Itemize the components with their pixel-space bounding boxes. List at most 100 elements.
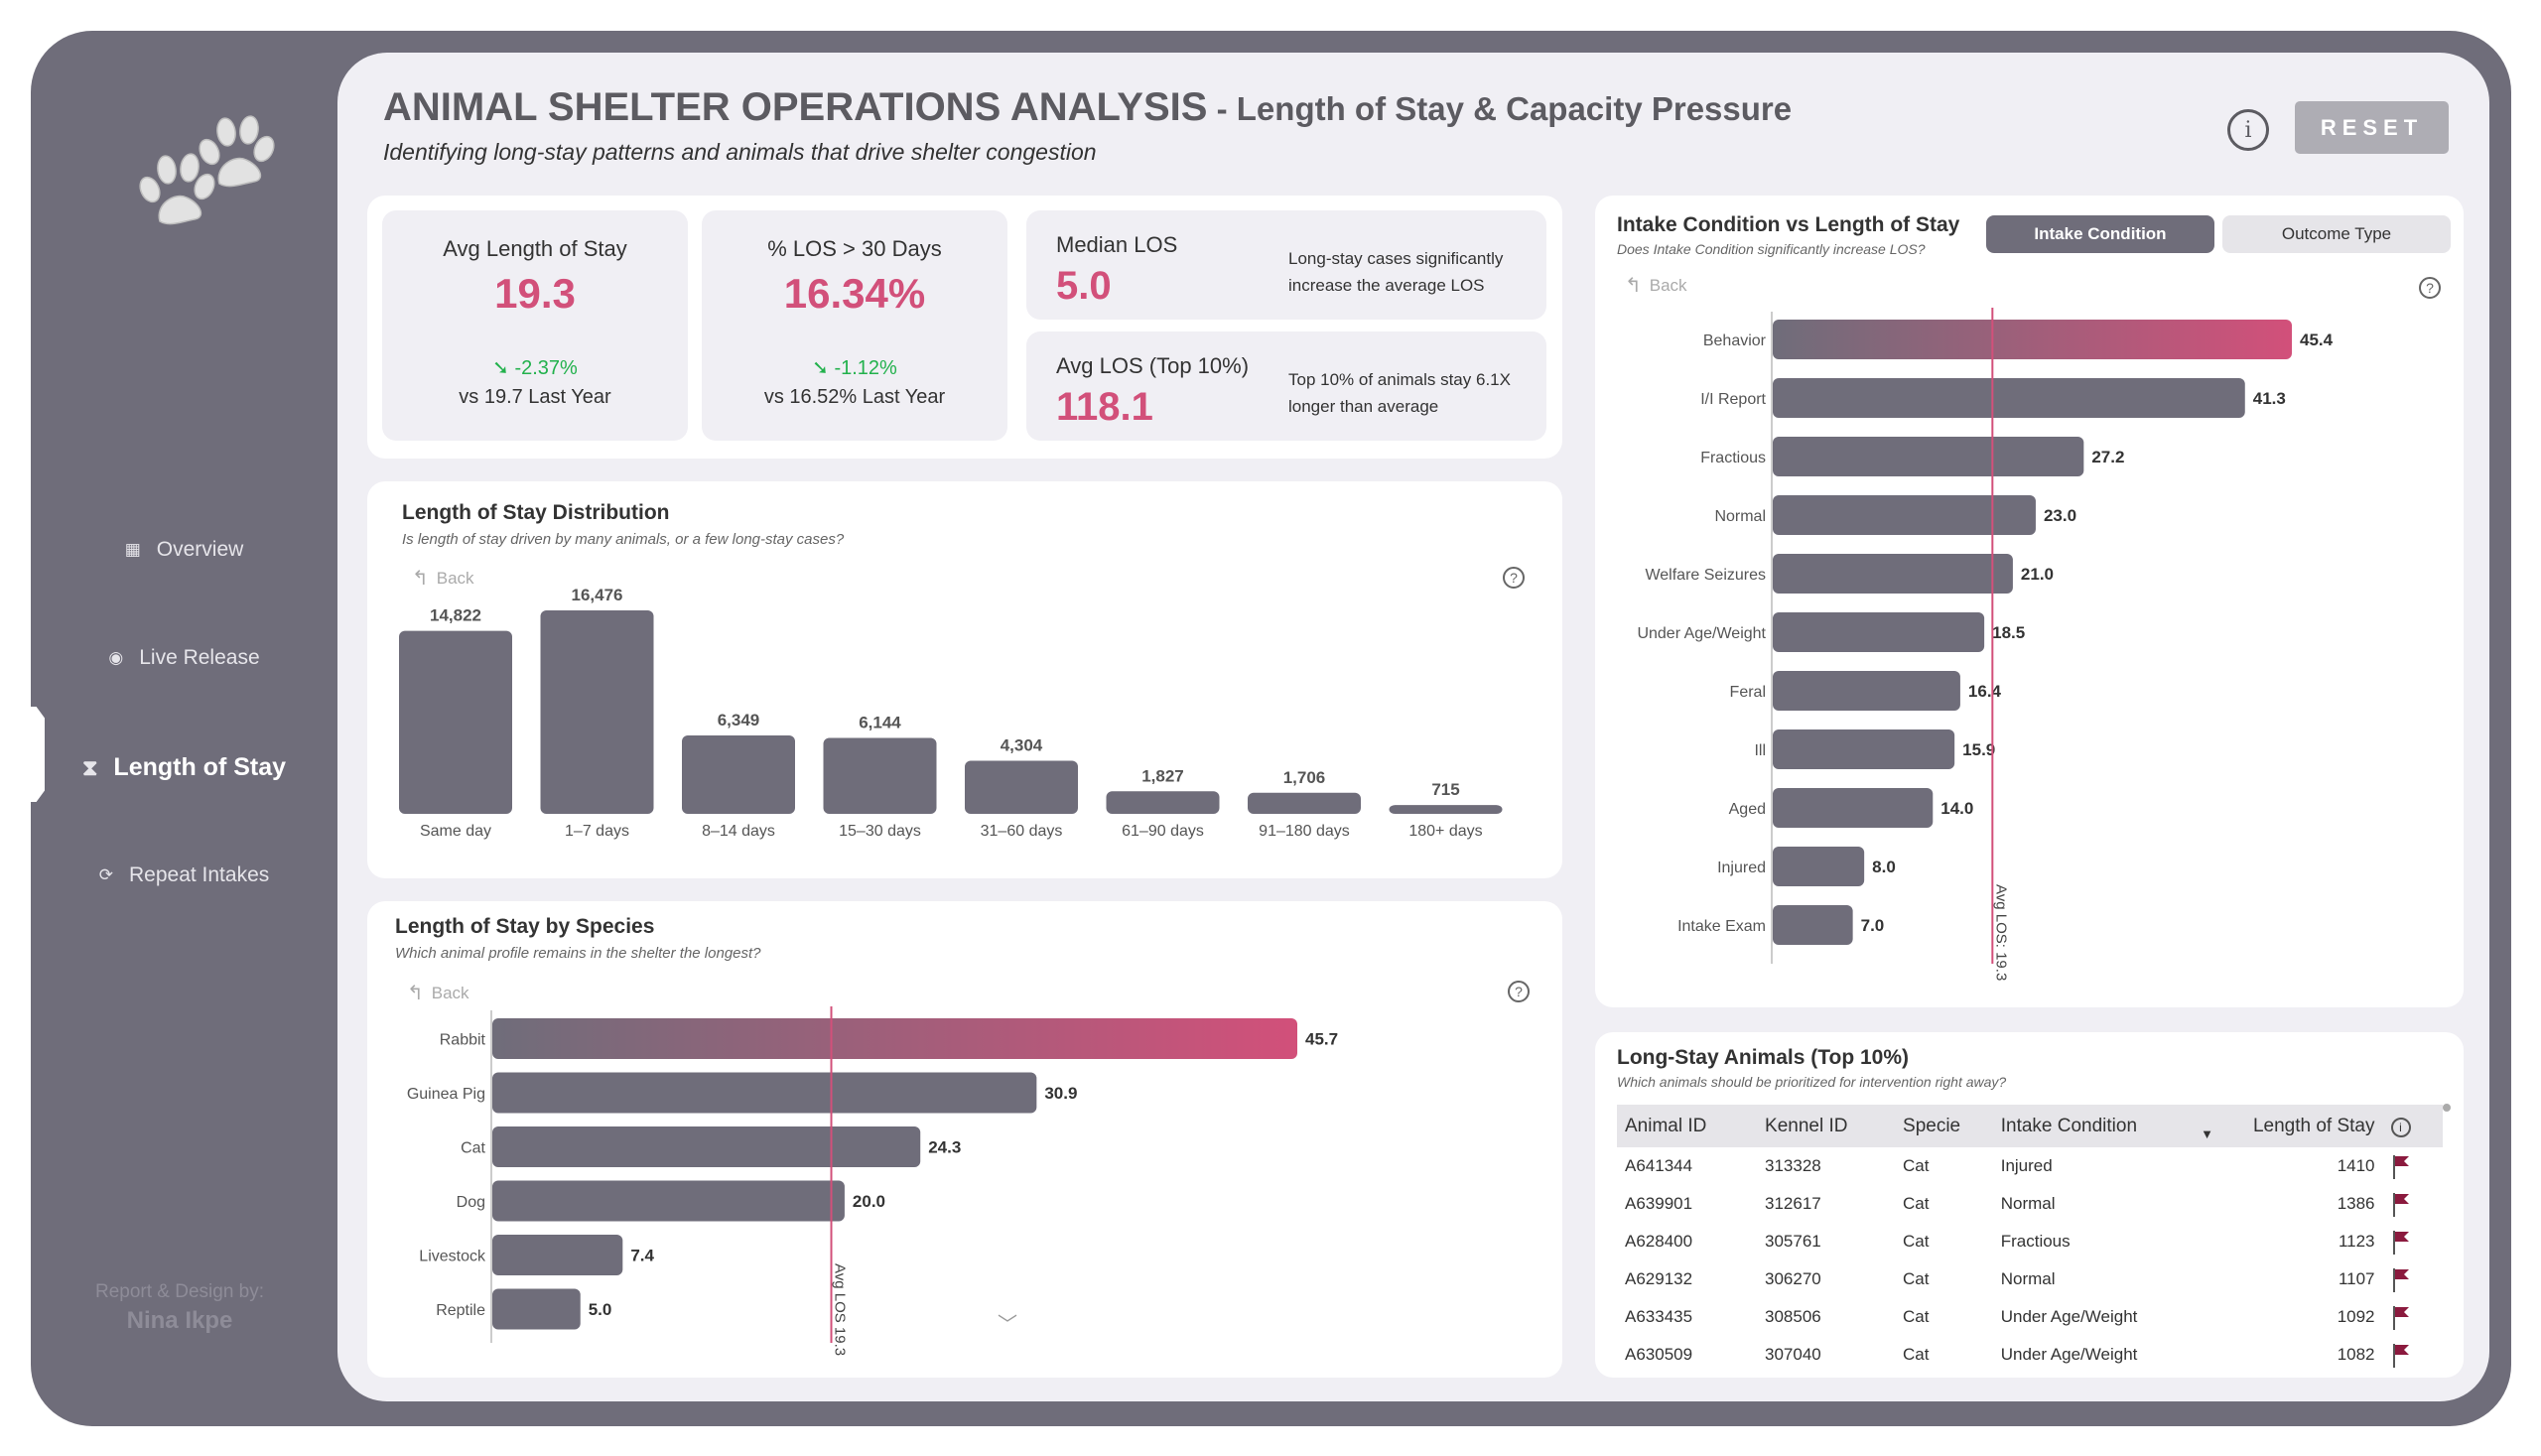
- scrollbar[interactable]: [2443, 1104, 2451, 1112]
- cell-intake-condition: Under Age/Weight: [2000, 1307, 2138, 1326]
- category-label: Intake Exam: [1677, 918, 1766, 935]
- back-arrow-icon: ↰: [407, 983, 424, 1004]
- back-button[interactable]: ↰ Back: [412, 566, 474, 591]
- back-button[interactable]: ↰ Back: [1625, 273, 1687, 298]
- data-label: 15.9: [1962, 740, 1995, 759]
- cell-kennel-id: 305761: [1765, 1232, 1821, 1251]
- col-specie[interactable]: Specie: [1895, 1105, 1993, 1147]
- help-icon[interactable]: ?: [1508, 981, 1530, 1002]
- credit-name: Nina Ikpe: [126, 1307, 233, 1334]
- cell-intake-condition: Normal: [2000, 1269, 2056, 1288]
- info-icon[interactable]: i: [2390, 1117, 2411, 1137]
- data-label: 20.0: [853, 1192, 885, 1211]
- cell-intake-condition: Under Age/Weight: [2000, 1345, 2138, 1364]
- card-subtitle: Is length of stay driven by many animals…: [402, 531, 845, 548]
- kpi-label: Avg Length of Stay: [443, 236, 627, 261]
- species-card: Length of Stay by Species Which animal p…: [367, 901, 1562, 1378]
- cell-spacer: [2193, 1336, 2222, 1374]
- active-tab-indicator: [31, 707, 45, 802]
- nav-repeat-intakes[interactable]: ⟳ Repeat Intakes: [31, 863, 337, 887]
- col-intake-condition[interactable]: Intake Condition: [1992, 1105, 2194, 1147]
- nav-overview[interactable]: ▦ Overview: [31, 538, 337, 562]
- cell-spacer: [2193, 1223, 2222, 1260]
- cell-specie: Cat: [1903, 1194, 1930, 1213]
- cell-animal-id: A630509: [1625, 1345, 1693, 1364]
- kpi-value: 16.34%: [783, 270, 926, 317]
- table-row[interactable]: A639901 312617 Cat Normal 1386: [1617, 1185, 2443, 1223]
- back-arrow-icon: ↰: [1625, 275, 1642, 297]
- data-label: 5.0: [589, 1300, 612, 1319]
- nav-label: Length of Stay: [113, 753, 287, 781]
- data-label: 715: [1431, 780, 1459, 799]
- cell-animal-id: A633435: [1625, 1307, 1693, 1326]
- data-label: 45.4: [2300, 331, 2334, 349]
- intake-card: Intake Condition vs Length of Stay Does …: [1595, 196, 2464, 1007]
- cell-spacer: [2193, 1185, 2222, 1223]
- kpi-label: Median LOS: [1056, 232, 1178, 257]
- bar: [492, 1126, 921, 1167]
- nav-length-of-stay[interactable]: ⧗ Length of Stay: [31, 753, 337, 782]
- species-chart: 45.7 Rabbit 30.9 Guinea Pig 24.3 Cat 20.0 Dog 7.…: [407, 1006, 1338, 1356]
- table-row[interactable]: A628400 305761 Cat Fractious 1123: [1617, 1223, 2443, 1260]
- category-label: 8–14 days: [702, 823, 775, 840]
- category-label: Normal: [1714, 508, 1766, 525]
- cell-kennel-id: 307040: [1765, 1345, 1821, 1364]
- reset-button[interactable]: RESET: [2295, 101, 2449, 154]
- category-label: 1–7 days: [565, 823, 629, 840]
- cell-animal-id: A628400: [1625, 1232, 1693, 1251]
- help-icon[interactable]: ?: [1503, 567, 1525, 589]
- chevron-down-icon[interactable]: ﹀: [998, 1314, 1017, 1336]
- kpi-delta-value: -1.12%: [834, 357, 897, 379]
- table-row[interactable]: A629132 306270 Cat Normal 1107: [1617, 1260, 2443, 1298]
- category-label: 15–30 days: [839, 823, 921, 840]
- toggle-intake-condition[interactable]: Intake Condition: [1986, 215, 2214, 253]
- category-label: 180+ days: [1408, 823, 1482, 840]
- kpi-label: % LOS > 30 Days: [767, 236, 942, 261]
- table-row[interactable]: A633435 308506 Cat Under Age/Weight 1092: [1617, 1298, 2443, 1336]
- hourglass-icon: ⧗: [81, 754, 98, 780]
- category-label: 31–60 days: [981, 823, 1063, 840]
- cell-flag: [2383, 1223, 2443, 1260]
- cell-length-of-stay: 1386: [2337, 1194, 2375, 1213]
- distribution-bar: [399, 630, 512, 814]
- col-animal-id[interactable]: Animal ID: [1617, 1105, 1758, 1147]
- info-icon[interactable]: i: [2227, 109, 2269, 151]
- cell-kennel-id: 308506: [1765, 1307, 1821, 1326]
- distribution-bar: [1248, 792, 1361, 814]
- data-label: 1,827: [1141, 766, 1184, 785]
- col-length-of-stay[interactable]: Length of Stay: [2222, 1105, 2383, 1147]
- table-row[interactable]: A630509 307040 Cat Under Age/Weight 1082: [1617, 1336, 2443, 1374]
- kpi-value: 5.0: [1056, 264, 1112, 308]
- category-label: Welfare Seizures: [1645, 567, 1766, 584]
- table-header-row: Animal ID Kennel ID Specie Intake Condit…: [1617, 1105, 2443, 1147]
- cell-flag: [2383, 1298, 2443, 1336]
- table-row[interactable]: A641344 313328 Cat Injured 1410: [1617, 1147, 2443, 1185]
- data-label: 1,706: [1283, 768, 1326, 787]
- cell-animal-id: A629132: [1625, 1269, 1693, 1288]
- toggle-outcome-type[interactable]: Outcome Type: [2222, 215, 2451, 253]
- flag-icon: [2392, 1306, 2409, 1330]
- col-kennel-id[interactable]: Kennel ID: [1757, 1105, 1896, 1147]
- title-main: ANIMAL SHELTER OPERATIONS ANALYSIS: [383, 85, 1208, 129]
- reference-line-label: Avg LOS: 19.3: [1992, 884, 2009, 981]
- distribution-bar: [540, 610, 654, 814]
- cell-length-of-stay: 1123: [2338, 1232, 2375, 1251]
- help-icon[interactable]: ?: [2419, 277, 2441, 299]
- card-title: Length of Stay Distribution: [402, 501, 670, 524]
- nav-live-release[interactable]: ◉ Live Release: [31, 646, 337, 670]
- kpi-value: 19.3: [494, 270, 576, 317]
- cell-specie: Cat: [1903, 1307, 1930, 1326]
- kpi-label: Avg LOS (Top 10%): [1056, 353, 1250, 378]
- cell-specie: Cat: [1903, 1156, 1930, 1175]
- back-button[interactable]: ↰ Back: [407, 981, 469, 1005]
- nav-label: Overview: [156, 538, 244, 561]
- bar: [1773, 378, 2245, 418]
- sort-desc-icon[interactable]: ▼: [2193, 1105, 2223, 1147]
- category-label: Same day: [420, 823, 491, 840]
- col-info: i: [2382, 1105, 2443, 1147]
- cell-specie: Cat: [1903, 1269, 1930, 1288]
- data-label: 30.9: [1044, 1084, 1077, 1103]
- category-label: Rabbit: [440, 1032, 486, 1049]
- bar: [492, 1180, 845, 1222]
- cell-animal-id: A641344: [1625, 1156, 1693, 1175]
